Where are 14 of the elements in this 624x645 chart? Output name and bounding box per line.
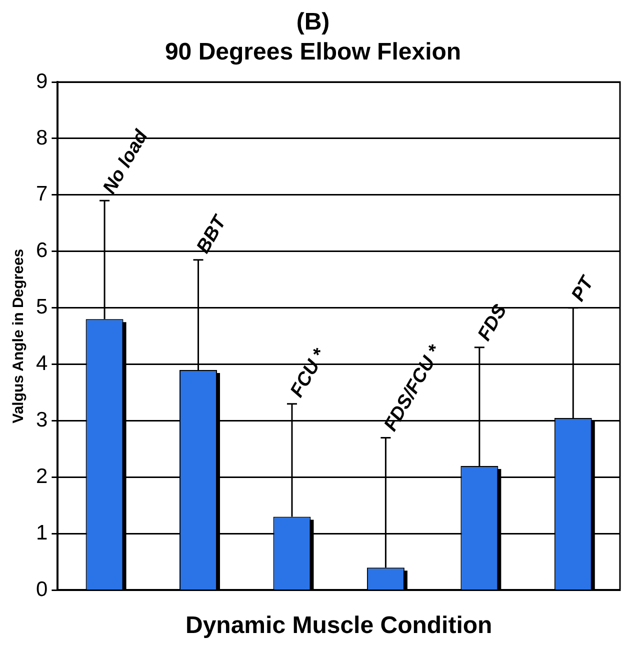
- y-tick-label: 8: [36, 126, 48, 150]
- x-tick-label: PT: [568, 272, 599, 305]
- y-tick-label: 1: [36, 522, 48, 545]
- x-axis-title: Dynamic Muscle Condition: [185, 612, 492, 640]
- y-tick-label: 9: [36, 70, 48, 93]
- y-tick-label: 0: [36, 578, 48, 601]
- y-tick-label: 3: [36, 408, 48, 432]
- y-axis-title: Valgus Angle in Degrees: [10, 248, 28, 424]
- y-tick-label: 2: [36, 465, 48, 488]
- y-tick-label: 6: [36, 239, 48, 262]
- chart-title: (B) 90 Degrees Elbow Flexion: [164, 8, 462, 66]
- y-tick-label: 7: [36, 182, 48, 206]
- y-tick-label: 4: [36, 352, 48, 376]
- y-tick-label: 5: [36, 296, 48, 319]
